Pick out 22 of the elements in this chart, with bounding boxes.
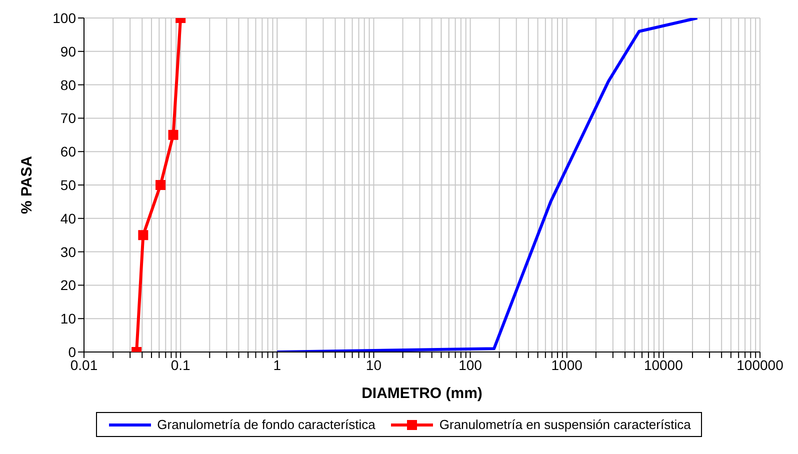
x-tick-label: 10000 bbox=[644, 356, 684, 373]
y-tick-label: 80 bbox=[60, 76, 76, 93]
y-tick-label: 20 bbox=[60, 277, 76, 294]
x-tick-label: 100 bbox=[458, 356, 482, 373]
x-tick-label: 0.1 bbox=[170, 356, 191, 373]
legend-label: Granulometría en suspensión característica bbox=[439, 417, 691, 432]
legend-label: Granulometría de fondo característica bbox=[157, 417, 376, 432]
y-tick-label: 70 bbox=[60, 110, 76, 126]
y-tick-label: 10 bbox=[60, 310, 76, 327]
x-tick-label: 10 bbox=[366, 356, 382, 373]
x-tick-label: 100000 bbox=[736, 356, 784, 373]
x-tick-label: 1000 bbox=[551, 356, 583, 373]
y-axis-title: % PASA bbox=[18, 156, 36, 214]
x-tick-label: 1 bbox=[273, 356, 282, 373]
y-tick-label: 100 bbox=[52, 10, 76, 26]
y-tick-label: 50 bbox=[60, 176, 76, 193]
point bbox=[156, 180, 166, 190]
x-axis-title: DIAMETRO (mm) bbox=[362, 385, 482, 402]
y-tick-label: 90 bbox=[60, 43, 76, 60]
y-tick-label: 30 bbox=[60, 244, 76, 260]
y-tick-label: 40 bbox=[60, 210, 76, 226]
y-tick-label: 60 bbox=[60, 144, 76, 160]
